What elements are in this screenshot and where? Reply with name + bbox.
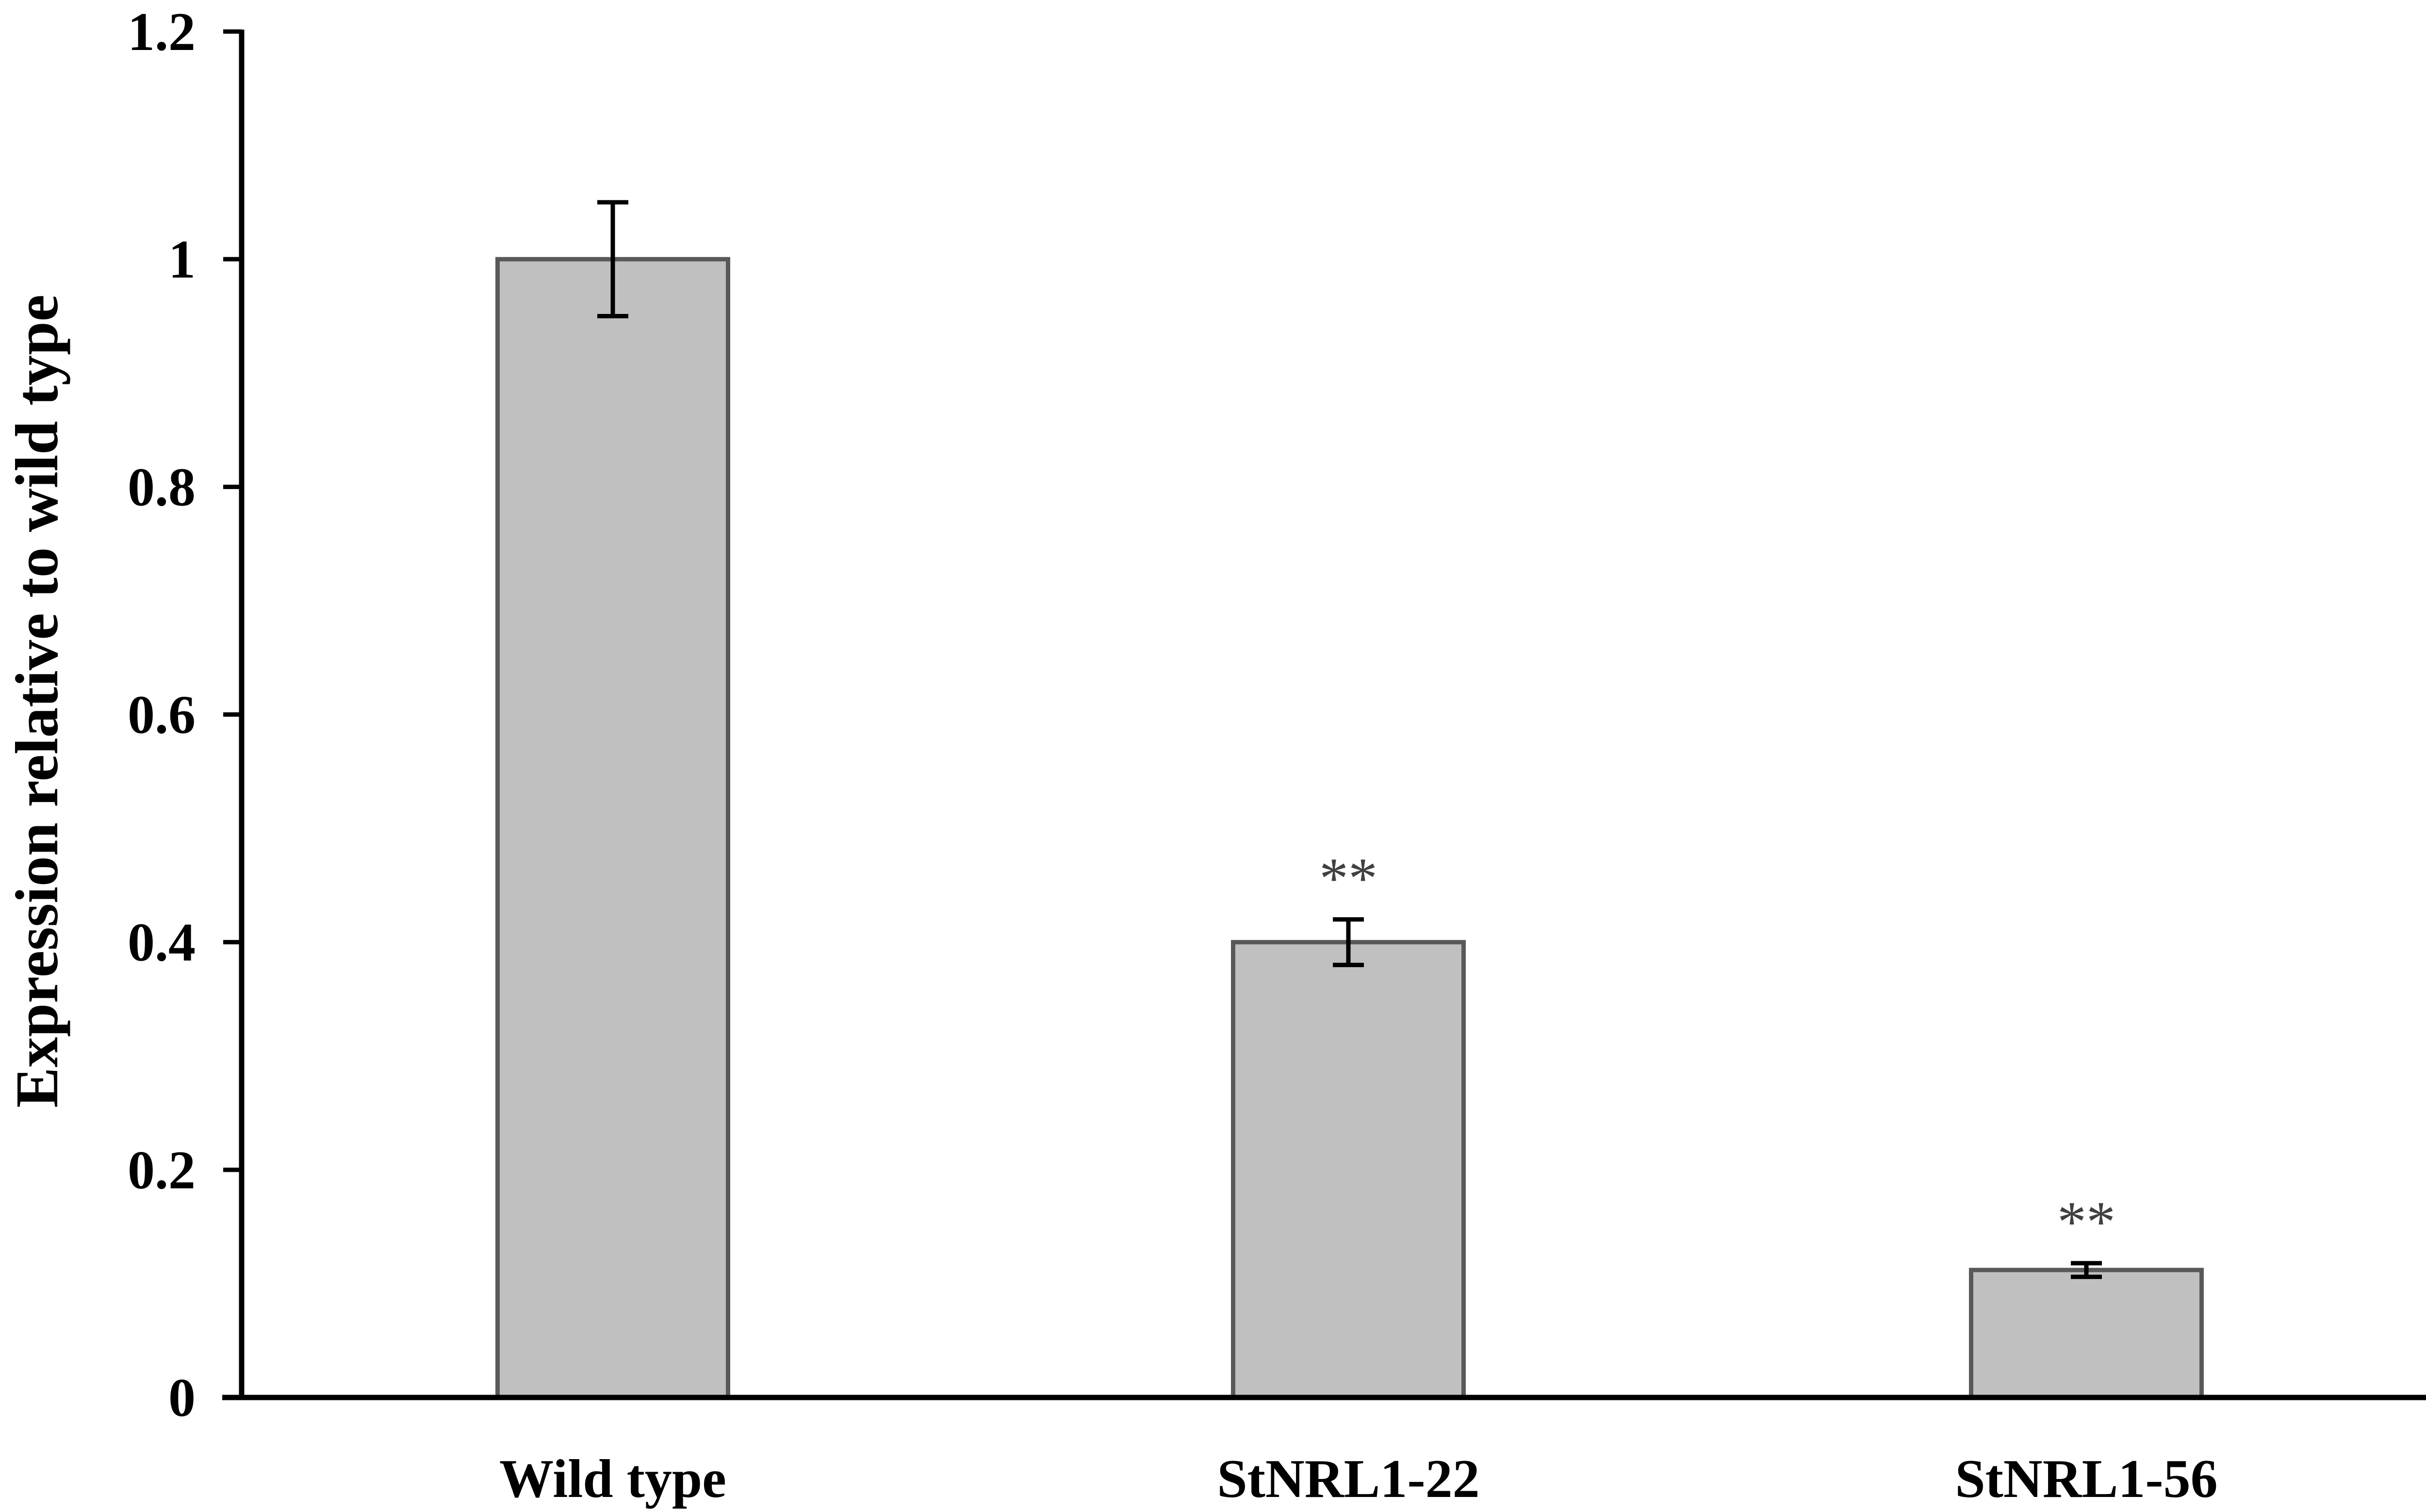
significance-label: ** <box>1319 846 1377 910</box>
category-labels-layer: Wild type StNRL1-22 StNRL1-56 <box>499 1449 2218 1509</box>
category-label: StNRL1-22 <box>1217 1449 1479 1509</box>
error-bar <box>1333 917 1364 968</box>
error-bar <box>597 200 628 318</box>
bar <box>1969 1267 2204 1400</box>
error-bars-layer <box>597 200 2102 1279</box>
y-tick-label: 1.2 <box>128 2 196 62</box>
y-axis-title: Expression relative to wild type <box>4 295 71 1108</box>
category-label: StNRL1-56 <box>1955 1449 2217 1509</box>
bar <box>1231 940 1466 1400</box>
error-bar <box>2071 1261 2102 1279</box>
y-tick-label: 0.4 <box>128 913 196 973</box>
category-label: Wild type <box>499 1449 726 1509</box>
significance-label: ** <box>2057 1189 2115 1254</box>
y-tick-label: 0.2 <box>128 1140 196 1200</box>
bars-layer <box>495 257 2204 1400</box>
y-tick-label: 0 <box>168 1368 196 1428</box>
y-ticks-layer: 0 0.2 0.4 0.6 0.8 1 1.2 <box>128 2 242 1428</box>
y-tick-label: 1 <box>168 230 196 290</box>
y-tick-label: 0.6 <box>128 685 196 745</box>
bar <box>495 257 730 1400</box>
y-tick-label: 0.8 <box>128 457 196 517</box>
annotations-layer: ** ** <box>1319 846 2115 1254</box>
